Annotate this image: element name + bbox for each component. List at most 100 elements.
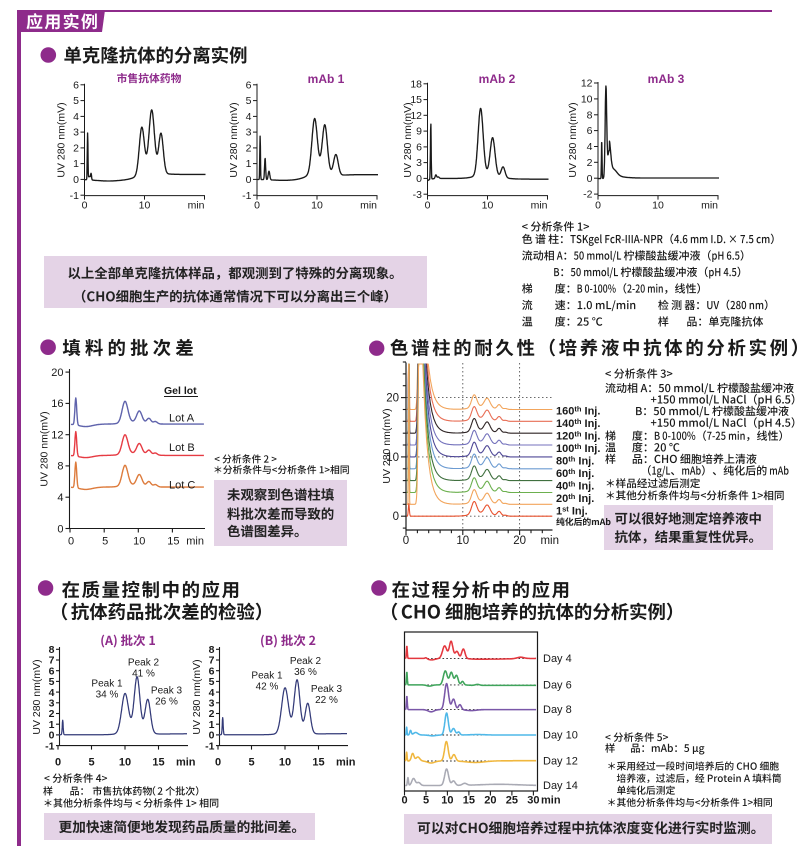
- svg-text:12: 12: [51, 430, 63, 442]
- svg-text:5: 5: [73, 95, 79, 107]
- svg-text:0: 0: [68, 536, 74, 548]
- svg-text:1: 1: [49, 719, 55, 731]
- svg-text:UV 280 nm(mV): UV 280 nm(mV): [191, 659, 203, 734]
- svg-text:0: 0: [425, 200, 431, 212]
- svg-text:1: 1: [73, 158, 79, 170]
- svg-text:UV 280 nm(mV): UV 280 nm(mV): [56, 102, 68, 177]
- svg-text:25: 25: [506, 795, 518, 807]
- svg-text:8: 8: [209, 644, 215, 656]
- svg-text:9: 9: [416, 126, 422, 138]
- svg-text:6: 6: [49, 665, 55, 677]
- svg-text:-1: -1: [242, 190, 251, 202]
- svg-text:Peak 1: Peak 1: [251, 671, 283, 682]
- svg-text:2: 2: [73, 143, 79, 155]
- svg-text:16: 16: [51, 398, 63, 410]
- svg-text:4: 4: [49, 687, 55, 699]
- svg-text:3: 3: [209, 698, 215, 710]
- svg-text:8: 8: [49, 644, 55, 656]
- svg-text:3: 3: [416, 157, 422, 169]
- svg-text:0: 0: [401, 795, 407, 807]
- svg-text:20: 20: [386, 393, 399, 405]
- svg-text:5: 5: [248, 757, 254, 769]
- svg-text:Gel lot: Gel lot: [164, 385, 197, 397]
- svg-text:min: min: [188, 200, 205, 212]
- svg-text:0: 0: [209, 730, 215, 742]
- svg-text:41 %: 41 %: [132, 669, 155, 680]
- svg-text:Peak 1: Peak 1: [91, 679, 123, 690]
- svg-text:Peak 3: Peak 3: [311, 684, 343, 695]
- svg-text:-3: -3: [413, 189, 422, 201]
- svg-text:0: 0: [73, 174, 79, 186]
- svg-text:22 %: 22 %: [315, 695, 338, 706]
- svg-text:Day 4: Day 4: [543, 653, 572, 665]
- svg-text:0: 0: [254, 200, 260, 212]
- svg-text:mAb 2: mAb 2: [479, 72, 516, 86]
- svg-text:Lot B: Lot B: [169, 442, 195, 454]
- svg-text:mAb 1: mAb 1: [308, 72, 345, 86]
- svg-text:5: 5: [102, 536, 108, 548]
- svg-text:3: 3: [246, 127, 252, 139]
- svg-text:10: 10: [482, 200, 494, 212]
- svg-text:160th Inj.: 160th Inj.: [556, 404, 600, 417]
- svg-text:2: 2: [209, 708, 215, 720]
- svg-text:UV 280 nm(mV): UV 280 nm(mV): [228, 102, 240, 177]
- svg-text:15: 15: [410, 94, 422, 106]
- svg-text:mAb 3: mAb 3: [648, 72, 685, 86]
- svg-text:34 %: 34 %: [96, 690, 119, 701]
- svg-text:0: 0: [416, 173, 422, 185]
- svg-text:5: 5: [88, 757, 94, 769]
- svg-text:min: min: [360, 200, 377, 212]
- svg-text:10: 10: [133, 536, 145, 548]
- svg-text:min: min: [540, 535, 559, 547]
- svg-text:15: 15: [167, 536, 179, 548]
- svg-text:5: 5: [49, 676, 55, 688]
- svg-text:Lot A: Lot A: [169, 413, 195, 425]
- svg-text:36 %: 36 %: [294, 667, 317, 678]
- svg-text:15: 15: [152, 757, 164, 769]
- svg-text:UV 280 nm(mV): UV 280 nm(mV): [381, 408, 393, 483]
- svg-text:0: 0: [57, 523, 63, 535]
- svg-text:-2: -2: [583, 189, 592, 201]
- svg-text:UV 280 nm(mV): UV 280 nm(mV): [402, 102, 414, 177]
- svg-text:Peak 3: Peak 3: [151, 686, 183, 697]
- svg-text:0: 0: [393, 511, 399, 523]
- svg-text:Day 10: Day 10: [543, 730, 578, 742]
- svg-text:40th Inj.: 40th Inj.: [556, 479, 594, 492]
- svg-text:4: 4: [73, 111, 79, 123]
- svg-text:15: 15: [312, 757, 324, 769]
- svg-text:20: 20: [51, 367, 63, 379]
- svg-text:-1: -1: [70, 190, 79, 202]
- svg-text:10: 10: [652, 200, 664, 212]
- svg-text:10: 10: [441, 795, 453, 807]
- svg-text:min: min: [186, 536, 204, 548]
- svg-text:6: 6: [73, 79, 79, 91]
- svg-text:7: 7: [49, 655, 55, 667]
- svg-text:100th Inj.: 100th Inj.: [556, 442, 600, 455]
- svg-text:7: 7: [209, 655, 215, 667]
- svg-text:120th Inj.: 120th Inj.: [556, 429, 600, 442]
- svg-text:2: 2: [49, 708, 55, 720]
- svg-text:Day 12: Day 12: [543, 756, 578, 768]
- svg-text:20: 20: [513, 535, 526, 547]
- svg-text:20th Inj.: 20th Inj.: [556, 492, 594, 505]
- svg-text:3: 3: [73, 127, 79, 139]
- svg-text:8: 8: [587, 109, 593, 121]
- svg-text:min: min: [531, 200, 548, 212]
- svg-text:0: 0: [49, 730, 55, 742]
- svg-text:80th Inj.: 80th Inj.: [556, 454, 594, 467]
- svg-text:60th Inj.: 60th Inj.: [556, 467, 594, 480]
- svg-text:-1: -1: [205, 740, 214, 752]
- svg-text:26 %: 26 %: [155, 697, 178, 708]
- svg-text:10: 10: [311, 200, 323, 212]
- svg-text:1: 1: [209, 719, 215, 731]
- svg-text:0: 0: [246, 174, 252, 186]
- svg-text:15: 15: [463, 795, 475, 807]
- svg-text:42 %: 42 %: [256, 682, 279, 693]
- svg-text:Day 8: Day 8: [543, 704, 572, 716]
- svg-text:6: 6: [246, 79, 252, 91]
- svg-text:5: 5: [246, 95, 252, 107]
- svg-text:UV 280 nm(mV): UV 280 nm(mV): [39, 411, 51, 486]
- svg-text:1st Inj.: 1st Inj.: [556, 504, 588, 517]
- svg-text:10: 10: [581, 94, 593, 106]
- svg-text:1: 1: [246, 158, 252, 170]
